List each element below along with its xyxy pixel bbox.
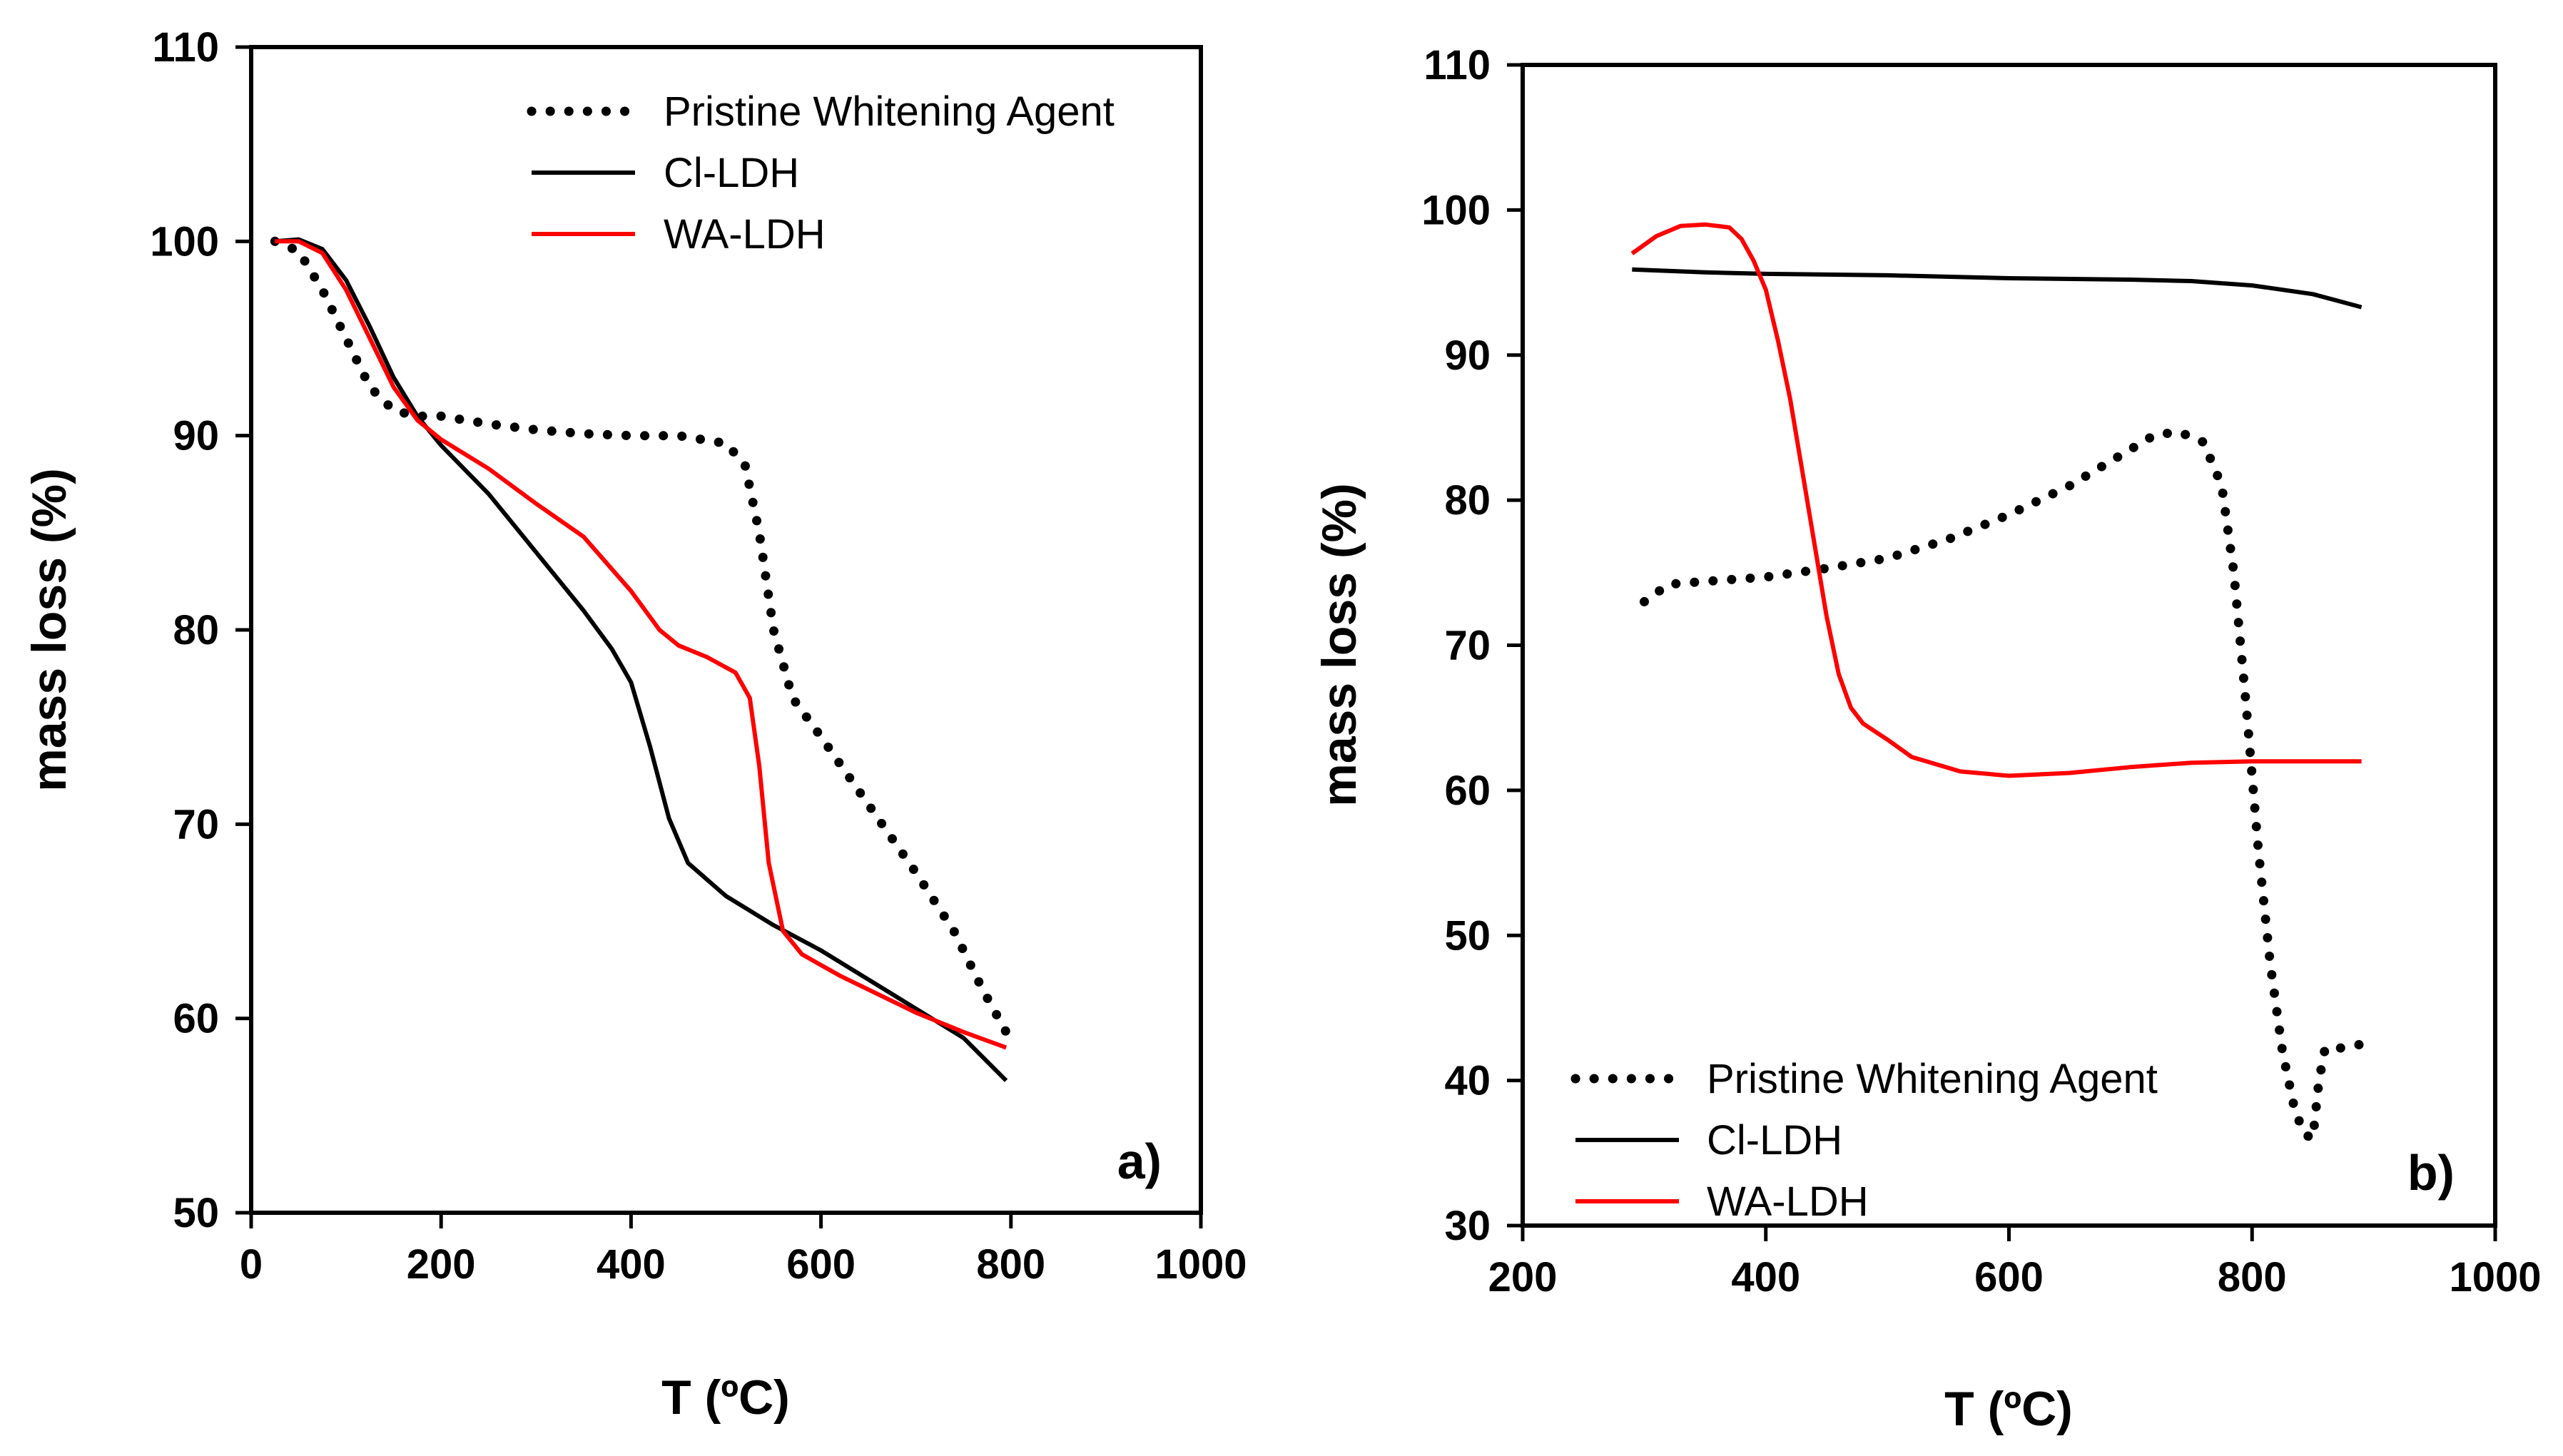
panel-label-b: b) (2407, 1145, 2455, 1201)
series-line-pristine-whitening-agent (270, 236, 1011, 1037)
y-tick-label: 60 (173, 996, 219, 1042)
x-tick-label: 800 (2218, 1254, 2287, 1300)
y-tick-label: 60 (1444, 768, 1491, 814)
y-tick-label: 70 (1444, 623, 1491, 669)
x-axis-title-a: T (ºC) (661, 1370, 790, 1425)
y-tick-label: 110 (152, 24, 219, 71)
x-tick-label: 800 (976, 1241, 1045, 1288)
legend-label: WA-LDH (664, 211, 826, 258)
series-line-cl-ldh (1632, 267, 2362, 310)
y-axis-title-b: mass loss (%) (1312, 483, 1366, 807)
legend-label: Pristine Whitening Agent (1707, 1056, 2158, 1102)
panel-label-a: a) (1117, 1134, 1162, 1189)
y-tick-label: 100 (1421, 187, 1491, 233)
series-line-pristine-whitening-agent (1639, 427, 2367, 1146)
legend-a: Pristine Whitening Agent Cl-LDH WA-LDH (527, 88, 1115, 258)
y-tick-label: 80 (1444, 477, 1491, 524)
y-tick-label: 90 (1444, 332, 1491, 379)
series-lines-b (1630, 222, 2367, 1146)
y-tick-label: 110 (1423, 42, 1491, 88)
axis-ticks-a: 0 200 400 600 800 1000 50 60 70 80 90 100 110 (150, 24, 1247, 1288)
series-line-cl-ldh (275, 237, 1008, 1082)
y-tick-label: 80 (173, 607, 219, 653)
x-tick-label: 600 (1974, 1254, 2044, 1300)
legend-label: Cl-LDH (664, 150, 799, 196)
y-tick-label: 30 (1444, 1203, 1491, 1249)
chart-panel-b: 200 400 600 800 1000 30 40 50 60 70 80 90 100 110 Pri… (1312, 42, 2542, 1436)
x-tick-label: 200 (407, 1241, 476, 1288)
x-tick-label: 0 (240, 1241, 263, 1288)
series-line-wa-ldh (275, 239, 1008, 1050)
y-tick-label: 50 (1444, 912, 1491, 959)
y-tick-label: 90 (173, 413, 219, 459)
series-line-wa-ldh (1630, 222, 2362, 778)
plot-frame-b (1521, 63, 2497, 1228)
x-tick-label: 200 (1488, 1254, 1558, 1300)
y-axis-title-a: mass loss (%) (22, 468, 76, 792)
x-tick-label: 400 (597, 1241, 666, 1288)
x-tick-label: 1000 (2449, 1254, 2541, 1300)
y-tick-label: 40 (1444, 1058, 1491, 1104)
x-tick-label: 400 (1731, 1254, 1800, 1300)
y-tick-label: 70 (173, 801, 219, 847)
y-tick-label: 50 (173, 1190, 219, 1236)
series-lines-a (270, 236, 1011, 1082)
axis-ticks-b: 200 400 600 800 1000 30 40 50 60 70 80 90 100 110 (1421, 42, 2541, 1300)
x-axis-title-b: T (ºC) (1944, 1382, 2073, 1436)
chart-panel-a: 0 200 400 600 800 1000 50 60 70 80 90 100 110 Pristi… (22, 24, 1247, 1425)
y-tick-label: 100 (150, 218, 219, 265)
legend-label: WA-LDH (1707, 1178, 1869, 1225)
x-tick-label: 600 (786, 1241, 856, 1288)
legend-b: Pristine Whitening Agent Cl-LDH WA-LDH (1570, 1056, 2158, 1225)
x-tick-label: 1000 (1154, 1241, 1247, 1288)
legend-label: Pristine Whitening Agent (664, 88, 1115, 135)
legend-label: Cl-LDH (1707, 1117, 1842, 1164)
